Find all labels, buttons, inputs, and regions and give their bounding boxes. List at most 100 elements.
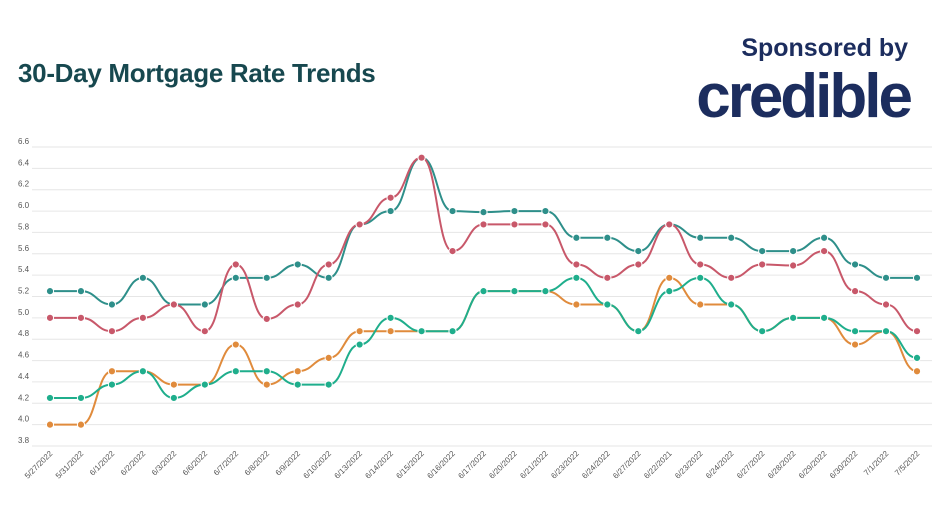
data-point-s0 (107, 300, 117, 309)
data-point-s3 (727, 300, 736, 309)
x-tick-label: 6/3/2022 (150, 449, 179, 478)
data-point-s0 (603, 233, 612, 242)
data-point-s0 (138, 273, 147, 282)
y-tick-label: 5.2 (18, 287, 30, 296)
series-line-3 (50, 276, 918, 399)
data-point-s3 (912, 353, 922, 363)
data-point-s1 (727, 273, 736, 282)
x-tick-label: 6/15/2022 (394, 449, 426, 481)
x-tick-label: 6/7/2022 (212, 449, 241, 478)
data-point-s1 (603, 273, 612, 282)
y-tick-label: 4.4 (18, 372, 30, 381)
x-tick-label: 6/20/2022 (487, 449, 519, 481)
x-tick-label: 6/24/2022 (704, 449, 736, 481)
x-tick-label: 6/23/2022 (549, 449, 581, 481)
x-tick-label: 6/27/2022 (735, 449, 767, 481)
data-point-s3 (850, 327, 860, 336)
y-tick-label: 5.4 (18, 265, 30, 274)
data-point-s1 (324, 260, 333, 269)
x-tick-label: 6/30/2022 (828, 449, 860, 481)
data-point-s1 (417, 153, 426, 162)
y-tick-label: 4.0 (18, 415, 30, 424)
data-point-s1 (169, 300, 178, 309)
data-point-s2 (912, 367, 922, 376)
data-point-s1 (200, 327, 209, 336)
x-tick-label: 6/21/2022 (518, 449, 550, 481)
x-tick-label: 6/29/2022 (797, 449, 829, 481)
data-point-s1 (881, 300, 891, 309)
x-tick-label: 6/1/2022 (88, 449, 117, 478)
data-point-s1 (76, 313, 86, 322)
data-point-s2 (355, 327, 364, 336)
data-point-s1 (293, 300, 302, 309)
data-point-s0 (293, 260, 302, 269)
sponsor-label: Sponsored by (741, 34, 908, 62)
data-point-s0 (727, 233, 736, 242)
x-tick-label: 6/2/2022 (119, 449, 148, 478)
data-point-s0 (448, 206, 457, 216)
x-tick-label: 6/8/2022 (243, 449, 272, 478)
data-point-s2 (45, 420, 55, 429)
data-point-s3 (417, 327, 426, 336)
x-tick-label: 6/10/2022 (302, 449, 334, 481)
data-point-s3 (76, 393, 86, 403)
data-point-s2 (262, 380, 271, 389)
data-point-s2 (76, 420, 86, 429)
x-tick-label: 6/14/2022 (363, 449, 395, 481)
data-point-s3 (293, 380, 302, 389)
data-point-s2 (107, 367, 117, 376)
data-point-s2 (386, 327, 395, 336)
x-tick-label: 6/6/2022 (181, 449, 210, 478)
data-point-s3 (541, 287, 550, 296)
data-point-s0 (850, 260, 860, 269)
x-tick-label: 6/24/2022 (580, 449, 612, 481)
data-point-s2 (665, 273, 674, 282)
data-point-s3 (355, 340, 364, 349)
data-point-s1 (850, 287, 860, 296)
data-point-s3 (200, 380, 209, 389)
y-tick-label: 4.6 (18, 351, 30, 360)
data-point-s3 (881, 327, 891, 336)
data-point-s1 (107, 327, 117, 336)
data-point-s0 (45, 287, 55, 296)
data-point-s3 (634, 327, 643, 336)
chart-title: 30-Day Mortgage Rate Trends (18, 58, 376, 88)
data-point-s1 (231, 260, 240, 269)
data-point-s2 (572, 300, 581, 309)
data-point-s3 (45, 393, 55, 403)
y-tick-label: 4.2 (18, 393, 30, 402)
data-point-s3 (510, 287, 519, 296)
y-tick-label: 5.8 (18, 222, 30, 231)
y-tick-label: 3.8 (18, 436, 30, 445)
data-point-s0 (881, 273, 891, 282)
y-tick-label: 6.0 (18, 201, 30, 210)
data-point-s1 (386, 193, 395, 202)
data-point-s3 (169, 393, 178, 403)
data-point-s0 (541, 206, 550, 216)
data-point-s2 (231, 340, 240, 349)
data-point-s1 (758, 260, 767, 269)
data-point-s1 (510, 220, 519, 229)
data-point-s1 (696, 260, 705, 269)
data-point-s3 (603, 300, 612, 309)
data-point-s1 (448, 247, 457, 256)
data-point-s1 (572, 260, 581, 269)
data-point-s0 (696, 233, 705, 242)
data-point-s1 (789, 261, 798, 270)
data-point-s0 (262, 273, 271, 282)
x-tick-label: 6/23/2022 (673, 449, 705, 481)
x-tick-label: 7/5/2022 (893, 449, 922, 478)
data-point-s3 (758, 327, 767, 336)
data-point-s3 (107, 380, 117, 389)
data-point-s0 (231, 273, 240, 282)
data-point-s0 (76, 287, 86, 296)
data-point-s0 (324, 273, 333, 282)
data-point-s3 (820, 313, 829, 322)
data-point-s1 (665, 220, 674, 229)
x-tick-label: 5/31/2022 (54, 449, 86, 481)
data-point-s2 (324, 353, 333, 363)
data-point-s0 (820, 233, 829, 242)
x-tick-label: 7/1/2022 (862, 449, 891, 478)
x-tick-label: 6/9/2022 (274, 449, 303, 478)
